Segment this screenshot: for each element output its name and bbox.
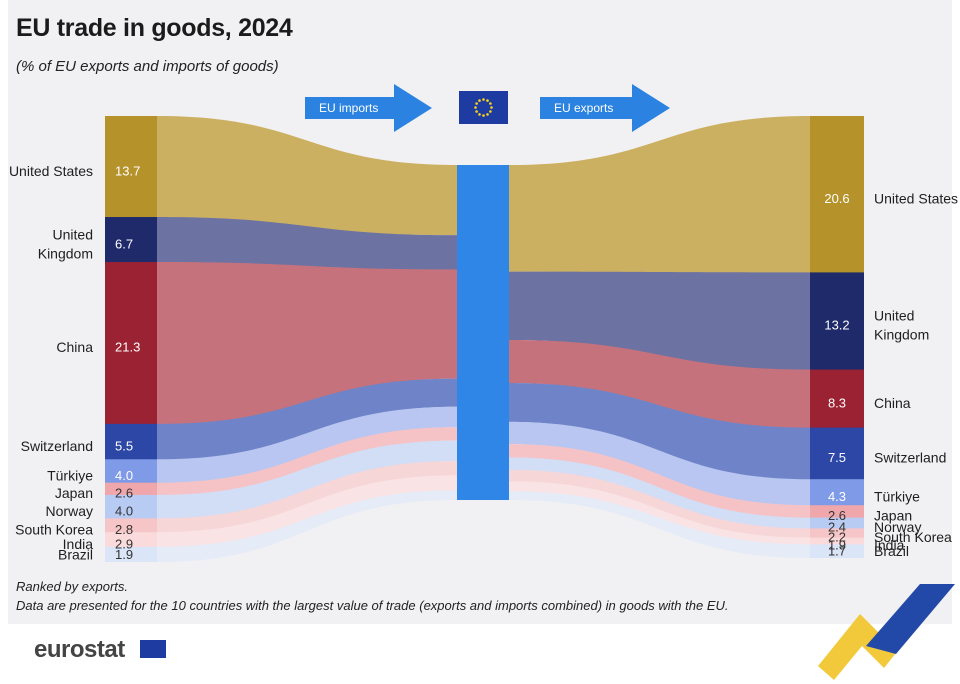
export-value-india: 1.9 [828,538,846,553]
export-bar-brazil [810,544,864,558]
export-country-label-japan: Japan [874,508,912,524]
chart-title: EU trade in goods, 2024 [16,14,293,42]
import-flow-united-states [157,116,457,236]
import-flow-india [157,475,457,556]
export-value-united-states: 20.6 [824,191,849,206]
export-value-switzerland: 7.5 [828,450,846,465]
import-value-china: 21.3 [115,340,140,355]
import-flow-japan [157,427,457,504]
exports-label: EU exports [554,101,614,115]
import-country-label-turkiye: Türkiye [47,467,93,483]
export-value-china: 8.3 [828,395,846,410]
import-flow-brazil [157,490,457,562]
export-country-label-china: China [874,395,911,411]
export-flow-turkiye [509,421,810,514]
export-flow-united-kingdom [509,271,810,378]
import-country-label-switzerland: Switzerland [21,438,93,454]
eurostat-logo: eurostat [34,636,125,663]
export-flow-india [509,481,810,553]
import-country-label-south-korea: South Korea [15,522,93,538]
export-country-label-turkiye: Türkiye [874,488,920,504]
import-flow-norway [157,440,457,527]
import-flow-turkiye [157,406,457,492]
export-country-label-brazil: Brazil [874,543,909,559]
decorative-chevron-icon [818,584,955,680]
export-country-label-south-korea: South Korea [874,529,952,545]
import-country-label-japan: Japan [55,485,93,501]
import-value-brazil: 1.9 [115,547,133,562]
import-country-label-united-kingdom-line1: United [53,226,93,242]
exports-arrow-head [632,84,670,132]
import-value-united-states: 13.7 [115,163,140,178]
import-value-united-kingdom: 6.7 [115,236,133,251]
import-country-label-united-kingdom-line2: Kingdom [38,245,93,261]
export-bar-switzerland [810,427,864,488]
import-flow-china [157,262,457,433]
export-bar-china [810,369,864,436]
note-ranking: Ranked by exports. [16,579,129,594]
imports-arrow-head [394,84,432,132]
export-value-united-kingdom: 13.2 [824,318,849,333]
export-country-label-united-states: United States [874,190,958,206]
export-country-label-switzerland: Switzerland [874,450,946,466]
note-description: Data are presented for the 10 countries … [16,598,729,613]
import-flow-united-kingdom [157,217,457,271]
import-value-switzerland: 5.5 [115,438,133,453]
export-value-brazil: 1.7 [828,544,846,559]
export-flow-united-states [509,116,810,281]
import-value-japan: 2.6 [115,486,133,501]
import-country-label-brazil: Brazil [58,546,93,562]
imports-label: EU imports [319,101,379,115]
export-flow-norway [509,457,810,537]
import-flow-switzerland [157,378,457,468]
export-value-south-korea: 2.2 [828,530,846,545]
import-country-label-india: India [63,536,94,552]
export-bar-united-states [810,116,864,281]
export-country-label-united-kingdom-line2: Kingdom [874,327,929,343]
import-country-label-norway: Norway [46,503,93,519]
import-bar-united-states [105,116,157,226]
chart-subtitle: (% of EU exports and imports of goods) [16,58,279,75]
import-country-label-united-states: United States [9,163,93,179]
export-value-japan: 2.6 [828,508,846,523]
import-flow-south-korea [157,461,457,541]
export-flow-brazil [509,491,810,558]
import-country-label-china: China [56,339,93,355]
export-flow-south-korea [509,469,810,546]
import-bar-united-kingdom [105,217,157,271]
import-bar-china [105,262,157,433]
export-flow-china [509,340,810,436]
export-flow-switzerland [509,382,810,488]
imports-arrow: EU imports [305,97,400,119]
export-bar-united-kingdom [810,272,864,378]
eu-center-bar [457,165,509,500]
export-country-label-india: India [874,537,905,553]
eurostat-logo-flag-icon [140,640,166,658]
import-bar-brazil [105,546,157,562]
import-value-south-korea: 2.8 [115,522,133,537]
export-country-label-united-kingdom-line1: United [874,308,914,324]
export-value-turkiye: 4.3 [828,489,846,504]
import-value-norway: 4.0 [115,503,133,518]
import-value-india: 2.9 [115,536,133,551]
exports-arrow: EU exports [540,97,646,119]
export-value-norway: 2.4 [828,520,846,535]
eu-flag-icon [459,91,508,124]
export-country-label-norway: Norway [874,519,921,535]
import-value-turkiye: 4.0 [115,468,133,483]
